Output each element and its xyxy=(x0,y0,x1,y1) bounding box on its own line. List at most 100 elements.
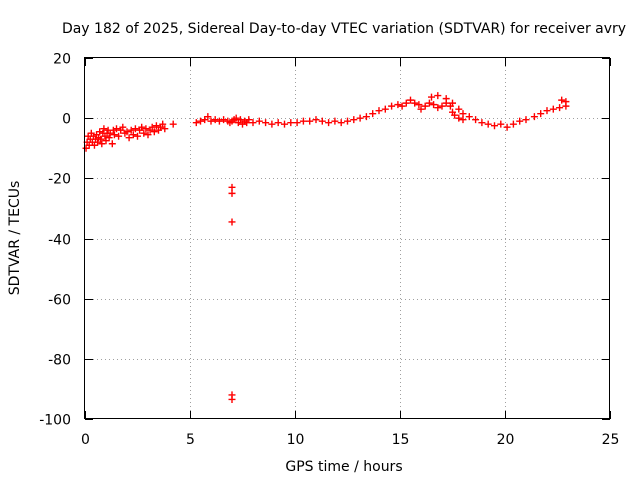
data-point xyxy=(211,116,219,124)
data-point xyxy=(169,120,177,128)
data-point xyxy=(381,105,389,113)
data-point xyxy=(274,119,282,127)
data-point xyxy=(204,113,212,121)
data-point xyxy=(478,119,486,127)
data-point xyxy=(215,117,223,125)
data-point xyxy=(293,119,301,127)
y-tick-label: -100 xyxy=(39,413,71,429)
data-point xyxy=(430,101,438,109)
data-point xyxy=(425,99,433,107)
data-point xyxy=(318,117,326,125)
data-point xyxy=(228,183,236,191)
data-point xyxy=(150,128,158,136)
grid-lines xyxy=(85,58,610,419)
data-point xyxy=(207,117,215,125)
data-point xyxy=(98,140,106,148)
data-point xyxy=(192,119,200,127)
data-point xyxy=(255,117,263,125)
data-point xyxy=(522,116,530,124)
data-point xyxy=(344,117,351,125)
data-point xyxy=(362,113,370,121)
data-point xyxy=(556,104,564,112)
data-point xyxy=(417,105,425,113)
data-point xyxy=(543,107,551,115)
data-point xyxy=(129,131,137,139)
data-point xyxy=(434,92,442,100)
data-point xyxy=(484,120,492,128)
data-point xyxy=(503,123,511,131)
data-point xyxy=(537,110,545,118)
data-point xyxy=(438,102,446,110)
data-point xyxy=(152,122,160,130)
data-point xyxy=(472,116,480,124)
data-point xyxy=(220,116,228,124)
plot-frame xyxy=(84,57,610,419)
data-point xyxy=(148,123,156,131)
y-tick-label: -60 xyxy=(48,293,71,309)
y-tick-label: 20 xyxy=(53,52,71,68)
data-point xyxy=(331,117,339,125)
data-point xyxy=(97,135,105,143)
data-point xyxy=(96,128,104,136)
data-point xyxy=(455,105,463,113)
y-tick-label: 0 xyxy=(62,112,71,128)
data-point xyxy=(411,99,419,107)
data-point xyxy=(394,101,402,109)
x-tick-label: 20 xyxy=(497,432,515,448)
data-point xyxy=(350,116,358,124)
data-point xyxy=(421,102,429,110)
data-point xyxy=(142,125,150,133)
data-point xyxy=(407,96,414,104)
data-point xyxy=(249,119,257,127)
y-tick-label: -40 xyxy=(48,233,71,249)
data-point xyxy=(138,123,146,131)
y-axis-label: SDTVAR / TECUs xyxy=(7,181,23,296)
data-point xyxy=(110,131,118,139)
data-point xyxy=(108,140,116,148)
data-point xyxy=(306,117,314,125)
data-point xyxy=(140,129,148,137)
data-point xyxy=(369,110,377,118)
data-point xyxy=(100,125,108,133)
data-point xyxy=(312,116,320,124)
data-point xyxy=(236,116,244,124)
x-tick-label: 25 xyxy=(602,432,620,448)
data-point xyxy=(558,96,566,104)
data-point xyxy=(127,126,135,134)
data-point xyxy=(337,119,345,127)
data-point xyxy=(134,132,141,140)
data-point xyxy=(197,117,204,125)
y-tick-label: -80 xyxy=(48,353,71,369)
data-point xyxy=(459,116,467,124)
data-point xyxy=(228,218,236,226)
data-point xyxy=(115,132,123,140)
data-point xyxy=(125,134,133,142)
data-point xyxy=(123,128,131,136)
data-point xyxy=(415,101,423,109)
data-point xyxy=(455,114,463,122)
data-point xyxy=(497,120,505,128)
data-point xyxy=(105,134,113,142)
data-point xyxy=(434,104,442,112)
data-point xyxy=(113,125,120,133)
data-point xyxy=(281,120,288,128)
data-point xyxy=(159,120,167,128)
y-tick-label: -20 xyxy=(48,172,71,188)
data-point xyxy=(109,126,117,134)
data-point xyxy=(325,119,333,127)
data-point xyxy=(144,131,152,139)
axis-ticks: -100 -80 -60 -40 -20 0 20 0 5 10 15 20 25 xyxy=(39,52,619,449)
data-points xyxy=(82,92,570,403)
data-point xyxy=(356,114,364,122)
data-point xyxy=(459,110,467,118)
data-point xyxy=(232,114,240,122)
x-tick-label: 0 xyxy=(81,432,90,448)
data-point xyxy=(131,125,139,133)
data-point xyxy=(245,116,253,124)
x-tick-label: 5 xyxy=(186,432,195,448)
data-point xyxy=(161,125,169,133)
data-point xyxy=(509,120,517,128)
x-axis-label: GPS time / hours xyxy=(285,459,402,475)
data-point xyxy=(398,102,406,110)
